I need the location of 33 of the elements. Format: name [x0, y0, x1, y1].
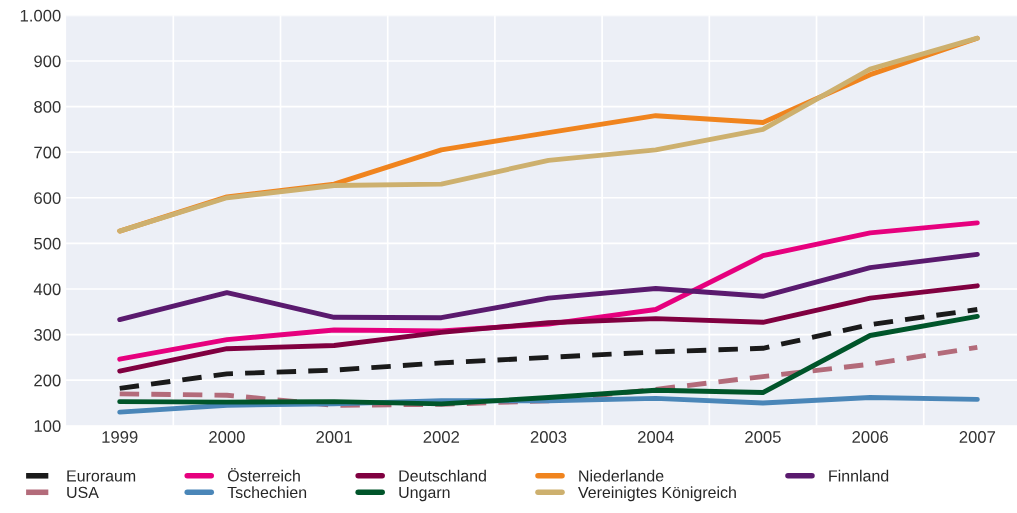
y-tick-label: 300: [34, 328, 61, 341]
legend-label: Deutschland: [399, 469, 486, 482]
legend-label: Österreich: [227, 468, 300, 482]
x-tick-label: 2005: [745, 431, 781, 443]
x-tick-label: 2004: [638, 431, 674, 443]
y-tick-label: 500: [34, 237, 61, 250]
legend-label: Niederlande: [579, 469, 664, 482]
x-tick-label: 2002: [423, 431, 460, 443]
y-tick-label: 200: [34, 374, 61, 387]
line-series: [117, 307, 980, 391]
y-tick-label: 800: [34, 100, 61, 113]
x-tick-label: 2000: [209, 431, 245, 443]
line-series: [117, 313, 980, 407]
y-tick-label: 1.000: [20, 9, 61, 22]
legend-label: Ungarn: [399, 486, 450, 502]
legend-label: Finnland: [829, 469, 889, 482]
line-series: [117, 283, 980, 374]
legend-label: USA: [67, 486, 99, 499]
legend-label: Euroraum: [67, 470, 136, 482]
y-tick-label: 600: [34, 192, 61, 204]
y-tick-label: 400: [33, 283, 61, 296]
x-tick-label: 2003: [530, 431, 567, 443]
y-tick-label: 900: [34, 55, 61, 68]
line-series: [117, 251, 980, 322]
y-tick-label: 700: [34, 146, 61, 159]
legend-label: Tschechien: [227, 486, 307, 499]
line-series: [117, 344, 980, 408]
legend-label: Vereinigtes Königreich: [578, 486, 736, 502]
x-tick-label: 2007: [959, 431, 996, 443]
y-tick-label: 100: [34, 420, 61, 432]
x-tick-label: 2006: [852, 431, 888, 443]
x-tick-label: 1999: [102, 431, 138, 443]
x-tick-label: 2001: [316, 431, 352, 443]
